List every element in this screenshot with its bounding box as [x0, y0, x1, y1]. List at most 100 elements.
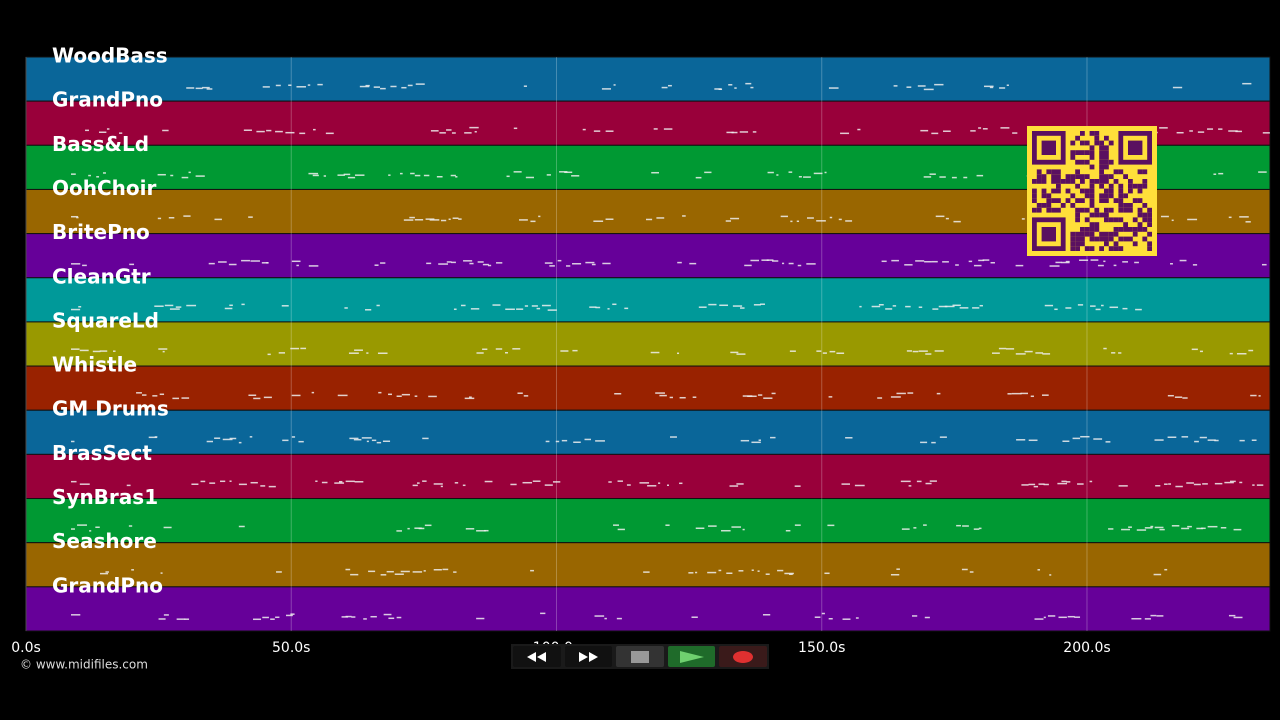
- qr-module: [1108, 183, 1114, 189]
- qr-module: [1089, 155, 1095, 160]
- note-streak: [982, 128, 988, 130]
- note-streak: [780, 215, 788, 218]
- note-streak: [414, 174, 421, 177]
- qr-module: [1104, 212, 1109, 218]
- note-streak: [241, 303, 245, 306]
- note-streak: [729, 485, 739, 487]
- note-streak: [476, 530, 486, 532]
- note-streak: [942, 261, 949, 263]
- track-label: OohChoir: [52, 176, 156, 200]
- note-streak: [1187, 525, 1192, 528]
- note-streak: [1077, 483, 1084, 485]
- qr-module: [1113, 231, 1119, 237]
- note-streak: [350, 573, 359, 576]
- note-streak: [1042, 353, 1051, 355]
- qr-module: [1056, 188, 1061, 194]
- note-streak: [955, 264, 959, 266]
- note-streak: [71, 215, 79, 218]
- note-streak: [448, 218, 451, 221]
- qr-module: [1123, 227, 1128, 232]
- qr-module: [1104, 188, 1109, 194]
- note-streak: [154, 436, 158, 438]
- note-streak: [368, 570, 376, 573]
- note-streak: [288, 84, 292, 86]
- rewind-button[interactable]: [513, 646, 561, 667]
- note-streak: [248, 216, 253, 218]
- note-streak: [989, 86, 994, 89]
- note-streak: [82, 264, 87, 267]
- note-streak: [1261, 263, 1267, 266]
- note-streak: [429, 219, 440, 221]
- note-streak: [238, 525, 245, 528]
- qr-module: [1108, 174, 1114, 179]
- note-streak: [183, 215, 191, 217]
- fast-forward-button[interactable]: [564, 646, 613, 667]
- note-streak: [1101, 304, 1104, 307]
- note-streak: [1103, 260, 1106, 263]
- note-streak: [1168, 483, 1172, 485]
- note-streak: [900, 480, 911, 483]
- qr-module: [1128, 236, 1133, 242]
- note-streak: [428, 395, 437, 398]
- note-streak: [380, 574, 387, 576]
- note-streak: [433, 483, 443, 485]
- note-streak: [1144, 618, 1151, 620]
- play-button[interactable]: [667, 646, 716, 667]
- note-streak: [973, 264, 982, 267]
- note-streak: [824, 572, 830, 575]
- qr-module: [1137, 183, 1143, 189]
- note-streak: [836, 352, 845, 354]
- note-streak: [1079, 259, 1089, 261]
- note-streak: [653, 128, 658, 130]
- note-streak: [816, 350, 822, 352]
- note-streak: [757, 570, 760, 572]
- note-streak: [163, 526, 172, 529]
- note-streak: [519, 219, 528, 221]
- note-streak: [871, 305, 881, 308]
- record-button[interactable]: [719, 646, 767, 667]
- track-band: [25, 453, 1271, 500]
- qr-module: [1084, 150, 1090, 155]
- note-streak: [191, 483, 199, 485]
- qr-module: [1137, 212, 1143, 218]
- qr-module: [1142, 169, 1148, 175]
- note-streak: [523, 85, 527, 87]
- note-streak: [410, 172, 415, 175]
- note-streak: [388, 617, 395, 620]
- qr-module: [1046, 193, 1052, 199]
- note-streak: [1072, 437, 1081, 440]
- note-streak: [380, 87, 386, 90]
- note-streak: [1239, 481, 1243, 484]
- note-streak: [436, 176, 443, 178]
- note-streak: [1248, 349, 1254, 352]
- note-streak: [614, 393, 622, 395]
- note-streak: [401, 86, 407, 89]
- qr-module: [1056, 207, 1061, 213]
- note-streak: [154, 305, 164, 307]
- note-streak: [1192, 264, 1198, 266]
- note-streak: [377, 352, 388, 355]
- note-streak: [695, 571, 698, 574]
- qr-module: [1099, 236, 1104, 242]
- note-streak: [275, 84, 281, 87]
- note-streak: [523, 395, 529, 397]
- qr-module: [1108, 207, 1114, 213]
- note-streak: [842, 618, 851, 620]
- stop-button[interactable]: [616, 646, 664, 667]
- note-streak: [267, 353, 271, 356]
- note-streak: [290, 347, 300, 350]
- note-streak: [708, 303, 717, 306]
- note-streak: [963, 176, 968, 179]
- note-streak: [1065, 260, 1070, 263]
- qr-module: [1123, 222, 1128, 227]
- note-streak: [285, 131, 295, 134]
- note-streak: [370, 615, 377, 618]
- note-streak: [1109, 306, 1119, 309]
- note-streak: [797, 264, 802, 267]
- track-label: SquareLd: [52, 308, 159, 332]
- note-streak: [353, 438, 362, 441]
- note-streak: [126, 484, 131, 487]
- note-streak: [1074, 616, 1081, 618]
- note-streak: [1016, 439, 1026, 441]
- note-streak: [349, 437, 359, 440]
